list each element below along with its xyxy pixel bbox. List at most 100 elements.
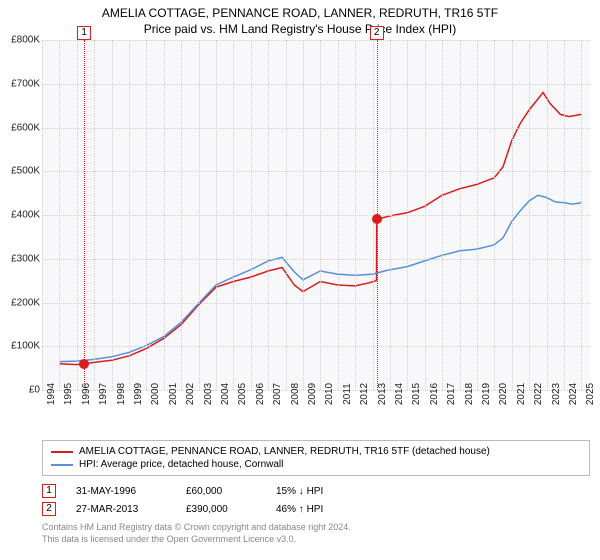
gridline-v bbox=[216, 40, 217, 390]
legend-item: HPI: Average price, detached house, Corn… bbox=[51, 458, 581, 471]
legend-label: HPI: Average price, detached house, Corn… bbox=[79, 459, 283, 470]
gridline-h bbox=[42, 84, 590, 85]
x-axis-label: 2023 bbox=[551, 383, 562, 405]
legend-item: AMELIA COTTAGE, PENNANCE ROAD, LANNER, R… bbox=[51, 445, 581, 458]
legend-label: AMELIA COTTAGE, PENNANCE ROAD, LANNER, R… bbox=[79, 446, 490, 457]
gridline-h bbox=[42, 171, 590, 172]
x-axis-label: 2013 bbox=[377, 383, 388, 405]
gridline-v bbox=[181, 40, 182, 390]
gridline-v bbox=[547, 40, 548, 390]
x-axis-label: 2005 bbox=[237, 383, 248, 405]
x-axis-label: 2018 bbox=[464, 383, 475, 405]
x-axis-label: 2020 bbox=[498, 383, 509, 405]
x-axis-label: 2012 bbox=[359, 383, 370, 405]
x-axis-label: 1994 bbox=[46, 383, 57, 405]
gridline-v bbox=[529, 40, 530, 390]
gridline-v bbox=[59, 40, 60, 390]
x-axis-label: 1998 bbox=[116, 383, 127, 405]
chart-title: AMELIA COTTAGE, PENNANCE ROAD, LANNER, R… bbox=[0, 0, 600, 20]
gridline-v bbox=[146, 40, 147, 390]
transaction-price: £390,000 bbox=[186, 504, 256, 515]
gridline-v bbox=[390, 40, 391, 390]
y-axis-label: £400K bbox=[0, 210, 40, 221]
gridline-v bbox=[286, 40, 287, 390]
y-axis-label: £300K bbox=[0, 253, 40, 264]
y-axis-label: £800K bbox=[0, 35, 40, 46]
gridline-h bbox=[42, 215, 590, 216]
gridline-v bbox=[494, 40, 495, 390]
gridline-v bbox=[512, 40, 513, 390]
x-axis-label: 2014 bbox=[394, 383, 405, 405]
chart: 12 £0£100K£200K£300K£400K£500K£600K£700K… bbox=[0, 40, 600, 420]
gridline-v bbox=[303, 40, 304, 390]
x-axis-label: 2006 bbox=[255, 383, 266, 405]
gridline-v bbox=[477, 40, 478, 390]
y-axis-label: £600K bbox=[0, 122, 40, 133]
gridline-v bbox=[425, 40, 426, 390]
y-axis-label: £200K bbox=[0, 297, 40, 308]
gridline-h bbox=[42, 346, 590, 347]
gridline-h bbox=[42, 40, 590, 41]
y-axis-label: £500K bbox=[0, 166, 40, 177]
gridline-h bbox=[42, 303, 590, 304]
y-axis-label: £100K bbox=[0, 341, 40, 352]
legend: AMELIA COTTAGE, PENNANCE ROAD, LANNER, R… bbox=[42, 440, 590, 476]
x-axis-label: 2021 bbox=[516, 383, 527, 405]
y-axis-label: £0 bbox=[0, 385, 40, 396]
x-axis-label: 2024 bbox=[568, 383, 579, 405]
x-axis-label: 2002 bbox=[185, 383, 196, 405]
gridline-v bbox=[355, 40, 356, 390]
transaction-badge: 1 bbox=[42, 484, 56, 498]
gridline-v bbox=[268, 40, 269, 390]
marker-line bbox=[84, 40, 85, 390]
x-axis-label: 1999 bbox=[133, 383, 144, 405]
x-axis-label: 1997 bbox=[98, 383, 109, 405]
legend-swatch bbox=[51, 451, 73, 453]
gridline-v bbox=[320, 40, 321, 390]
footer-line: Contains HM Land Registry data © Crown c… bbox=[42, 522, 590, 534]
x-axis-label: 2011 bbox=[342, 383, 353, 405]
gridline-v bbox=[233, 40, 234, 390]
x-axis-label: 2016 bbox=[429, 383, 440, 405]
x-axis-label: 2019 bbox=[481, 383, 492, 405]
gridline-h bbox=[42, 259, 590, 260]
x-axis-label: 2000 bbox=[150, 383, 161, 405]
plot-area: 12 bbox=[42, 40, 590, 390]
attribution-footer: Contains HM Land Registry data © Crown c… bbox=[42, 522, 590, 545]
gridline-v bbox=[94, 40, 95, 390]
x-axis-label: 2001 bbox=[168, 383, 179, 405]
gridline-v bbox=[77, 40, 78, 390]
gridline-v bbox=[251, 40, 252, 390]
gridline-v bbox=[407, 40, 408, 390]
x-axis-label: 2009 bbox=[307, 383, 318, 405]
transaction-date: 27-MAR-2013 bbox=[76, 504, 166, 515]
marker-badge: 1 bbox=[77, 26, 91, 40]
x-axis-label: 2015 bbox=[411, 383, 422, 405]
marker-dot bbox=[372, 214, 382, 224]
gridline-v bbox=[129, 40, 130, 390]
gridline-h bbox=[42, 128, 590, 129]
x-axis-label: 2010 bbox=[324, 383, 335, 405]
gridline-v bbox=[42, 40, 43, 390]
footer-line: This data is licensed under the Open Gov… bbox=[42, 534, 590, 546]
transaction-pct: 46% ↑ HPI bbox=[276, 504, 366, 515]
gridline-v bbox=[112, 40, 113, 390]
x-axis-label: 1996 bbox=[81, 383, 92, 405]
gridline-v bbox=[460, 40, 461, 390]
transaction-badge: 2 bbox=[42, 502, 56, 516]
transaction-list: 131-MAY-1996£60,00015% ↓ HPI227-MAR-2013… bbox=[42, 482, 590, 518]
x-axis-label: 2022 bbox=[533, 383, 544, 405]
transaction-date: 31-MAY-1996 bbox=[76, 486, 166, 497]
gridline-v bbox=[164, 40, 165, 390]
x-axis-label: 2008 bbox=[290, 383, 301, 405]
transaction-price: £60,000 bbox=[186, 486, 256, 497]
gridline-v bbox=[338, 40, 339, 390]
x-axis-label: 2017 bbox=[446, 383, 457, 405]
transaction-row: 2 27-MAR-2013 £390,000 46% ↑ HPI bbox=[42, 500, 590, 518]
x-axis-label: 2004 bbox=[220, 383, 231, 405]
x-axis-label: 2025 bbox=[585, 383, 596, 405]
gridline-v bbox=[564, 40, 565, 390]
transaction-row: 131-MAY-1996£60,00015% ↓ HPI bbox=[42, 482, 590, 500]
x-axis-label: 1995 bbox=[63, 383, 74, 405]
x-axis-label: 2003 bbox=[203, 383, 214, 405]
